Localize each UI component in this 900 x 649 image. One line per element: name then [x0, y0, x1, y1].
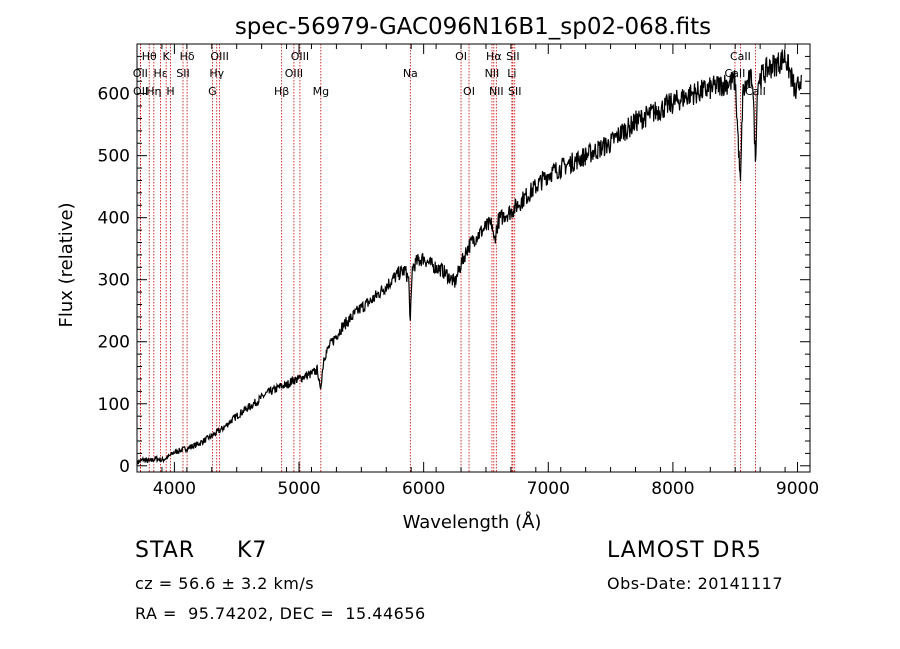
line-label-25: CaII	[730, 50, 751, 63]
observation-date: Obs-Date: 20141117	[607, 574, 784, 593]
line-label-0: Hθ	[142, 50, 157, 63]
coordinates: RA = 95.74202, DEC = 15.44656	[135, 604, 426, 623]
line-label-15: Mg	[313, 85, 329, 98]
line-label-11: G	[208, 85, 217, 98]
spectrum-series	[136, 49, 802, 466]
line-label-19: Hα	[486, 50, 502, 63]
y-tick-label-5: 500	[98, 147, 130, 167]
line-label-17: OI	[455, 50, 467, 63]
line-label-22: SII	[506, 50, 519, 63]
x-tick-label-4: 8000	[651, 479, 694, 499]
line-label-21: NII	[489, 85, 504, 98]
object-subclass: K7	[237, 538, 268, 563]
y-tick-label-3: 300	[98, 271, 130, 291]
line-label-12: OIII	[291, 50, 309, 63]
object-class: STAR	[135, 538, 196, 563]
x-tick-label-2: 6000	[402, 479, 445, 499]
x-tick-label-1: 5000	[277, 479, 320, 499]
y-axis-label: Flux (relative)	[56, 202, 77, 327]
line-label-10: Hγ	[209, 67, 224, 80]
line-label-7: Hδ	[180, 50, 195, 63]
y-tick-label-6: 600	[98, 85, 130, 105]
y-tick-label-2: 200	[98, 333, 130, 353]
line-label-16: Na	[403, 67, 418, 80]
line-label-6: H	[166, 85, 174, 98]
spectral-line-markers	[139, 44, 756, 472]
line-label-5: Hη	[146, 85, 161, 98]
line-label-13: OIII	[285, 67, 303, 80]
x-tick-label-3: 7000	[527, 479, 570, 499]
chart-title: spec-56979-GAC096N16B1_sp02-068.fits	[235, 14, 711, 40]
y-tick-label-4: 400	[98, 209, 130, 229]
line-label-18: OI	[463, 85, 475, 98]
x-tick-label-0: 4000	[153, 479, 196, 499]
line-label-8: SII	[176, 67, 189, 80]
line-label-9: OIII	[210, 50, 228, 63]
line-label-14: Hβ	[274, 85, 289, 98]
line-label-3: K	[163, 50, 171, 63]
x-tick-label-5: 9000	[776, 479, 819, 499]
line-label-23: Li	[507, 67, 516, 80]
survey-name: LAMOST DR5	[607, 538, 762, 563]
line-label-4: Hε	[153, 67, 167, 80]
redshift-velocity: cz = 56.6 ± 3.2 km/s	[135, 574, 315, 593]
y-tick-label-0: 0	[119, 457, 130, 477]
line-label-24: SII	[508, 85, 521, 98]
y-tick-label-1: 100	[98, 395, 130, 415]
x-axis-label: Wavelength (Å)	[403, 511, 542, 533]
plot-frame	[136, 43, 811, 473]
axis-ticks: 4000 5000 6000 7000 8000 9000 0 100 200 300 400 500…	[98, 43, 819, 499]
line-label-20: NII	[485, 67, 500, 80]
